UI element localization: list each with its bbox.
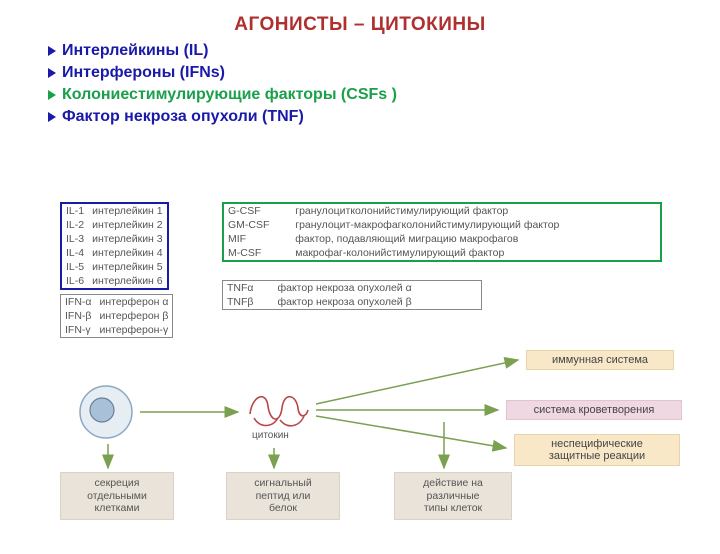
table-cell: интерлейкин 2 xyxy=(88,218,168,232)
caption-box: сигнальныйпептид илибелок xyxy=(226,472,340,520)
table-tnf: TNFαфактор некроза опухолей αTNFβфактор … xyxy=(222,280,482,310)
table-cell: интерлейкин 1 xyxy=(88,203,168,218)
bullet-ifn: Интерфероны (IFNs) xyxy=(48,64,720,82)
table-cell: интерферон-γ xyxy=(95,323,172,338)
target-box: неспецифическиезащитные реакции xyxy=(514,434,680,466)
table-cell: TNFα xyxy=(223,281,274,296)
bullet-tnf: Фактор некроза опухоли (TNF) xyxy=(48,108,720,126)
caption-box: секрецияотдельнымиклетками xyxy=(60,472,174,520)
target-box: иммунная система xyxy=(526,350,674,370)
bullet-il: Интерлейкины (IL) xyxy=(48,42,720,60)
table-cell: IFN-γ xyxy=(61,323,96,338)
caption-box: действие наразличныетипы клеток xyxy=(394,472,512,520)
table-cell: IL-6 xyxy=(61,274,88,289)
table-cell: интерферон α xyxy=(95,295,172,310)
table-csf: G-CSFгранулоцитколонийстимулирующий факт… xyxy=(222,202,662,262)
table-cell: интерферон β xyxy=(95,309,172,323)
bullet-list: Интерлейкины (IL) Интерфероны (IFNs) Кол… xyxy=(48,42,720,126)
table-il: IL-1интерлейкин 1IL-2интерлейкин 2IL-3ин… xyxy=(60,202,169,290)
bullet-csf: Колониестимулирующие факторы (CSFs ) xyxy=(48,86,720,104)
table-cell: гранулоцит-макрофагколонийстимулирующий … xyxy=(291,218,661,232)
table-cell: M-CSF xyxy=(223,246,291,261)
table-cell: GM-CSF xyxy=(223,218,291,232)
table-cell: IFN-β xyxy=(61,309,96,323)
table-cell: интерлейкин 6 xyxy=(88,274,168,289)
cell-icon xyxy=(78,384,134,440)
table-cell: MIF xyxy=(223,232,291,246)
table-cell: интерлейкин 3 xyxy=(88,232,168,246)
diagram-region: цитокин секрецияотдельнымиклетками сигнал… xyxy=(60,364,672,544)
table-cell: TNFβ xyxy=(223,295,274,310)
cytokine-icon xyxy=(246,384,310,430)
table-ifn: IFN-αинтерферон αIFN-βинтерферон βIFN-γи… xyxy=(60,294,173,338)
table-cell: IL-5 xyxy=(61,260,88,274)
table-cell: макрофаг-колонийстимулирующий фактор xyxy=(291,246,661,261)
target-box: система кроветворения xyxy=(506,400,682,420)
table-cell: фактор, подавляющий миграцию макрофагов xyxy=(291,232,661,246)
page-title: АГОНИСТЫ – ЦИТОКИНЫ xyxy=(0,14,720,36)
table-cell: фактор некроза опухолей α xyxy=(273,281,481,296)
table-cell: IL-4 xyxy=(61,246,88,260)
table-cell: IL-3 xyxy=(61,232,88,246)
table-cell: IFN-α xyxy=(61,295,96,310)
cytokine-label: цитокин xyxy=(252,430,289,441)
table-cell: IL-2 xyxy=(61,218,88,232)
table-cell: интерлейкин 5 xyxy=(88,260,168,274)
table-cell: интерлейкин 4 xyxy=(88,246,168,260)
table-cell: G-CSF xyxy=(223,203,291,218)
table-cell: IL-1 xyxy=(61,203,88,218)
table-cell: гранулоцитколонийстимулирующий фактор xyxy=(291,203,661,218)
table-cell: фактор некроза опухолей β xyxy=(273,295,481,310)
